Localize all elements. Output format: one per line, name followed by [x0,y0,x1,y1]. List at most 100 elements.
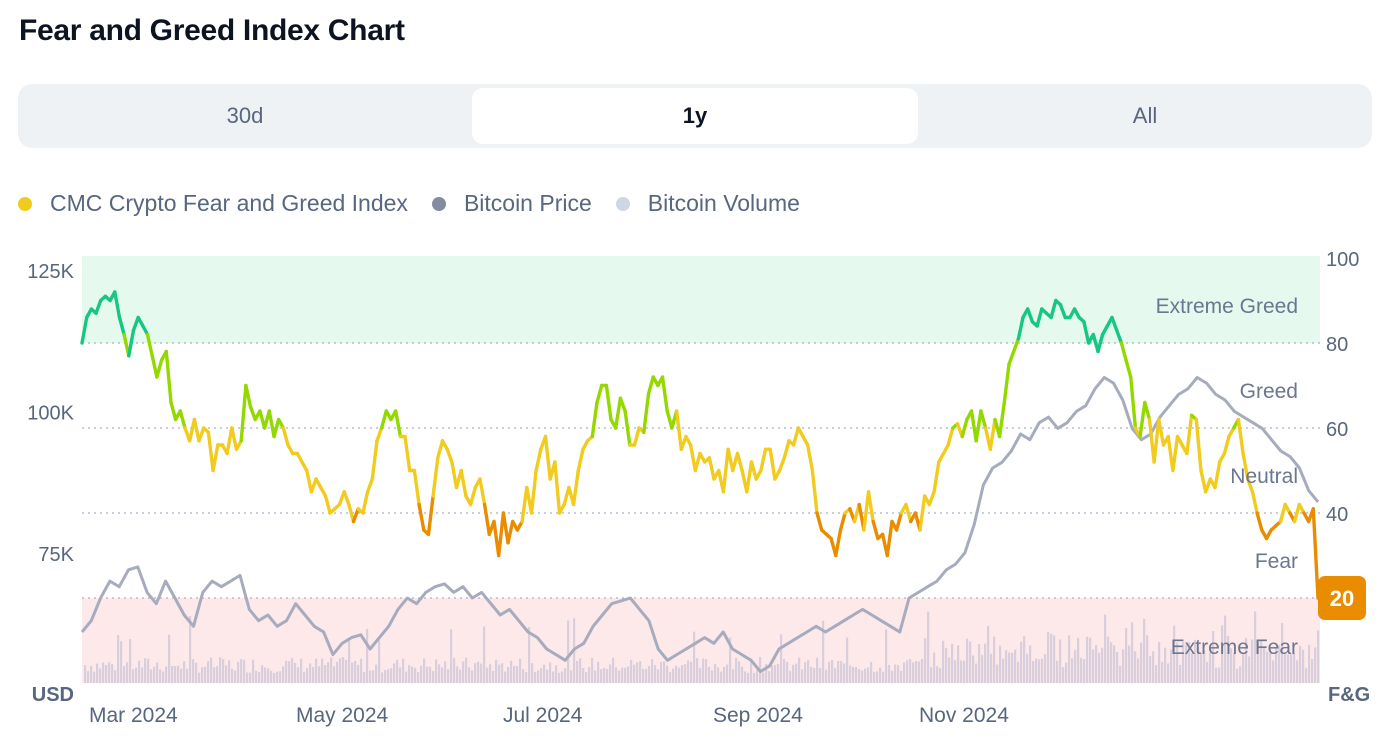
volume-bar [999,645,1002,683]
volume-bar [510,660,513,683]
volume-bar [201,667,204,683]
volume-bar [1230,648,1233,683]
volume-bar [504,671,507,683]
volume-bar [690,661,693,683]
volume-bar [783,658,786,683]
x-axis-tick: Sep 2024 [713,704,803,727]
volume-bar [345,659,348,683]
volume-bar [660,661,663,683]
legend-item-fear-greed[interactable]: CMC Crypto Fear and Greed Index [18,190,408,217]
fear-greed-segment [230,426,239,451]
fear-greed-segment [1114,328,1124,345]
volume-bar [729,637,732,683]
fear-greed-segment [862,490,871,532]
fear-greed-segment [192,417,201,443]
volume-bar [426,666,429,683]
volume-bar [258,672,261,683]
fear-greed-segment [164,349,173,405]
volume-bar [789,670,792,683]
volume-bar [1290,653,1293,683]
volume-bar [105,665,108,683]
volume-bar [477,661,480,683]
fear-greed-segment [749,460,758,481]
volume-bar [153,666,156,683]
volume-bar [837,660,840,683]
volume-bar [750,659,753,683]
volume-bar [366,629,369,683]
volume-bar [1044,654,1047,683]
volume-bar [219,657,222,683]
fear-greed-segment [553,460,562,515]
volume-bar [846,637,849,683]
volume-bar [672,668,675,683]
fear-greed-segment [342,490,351,507]
volume-bar [879,667,882,683]
extreme-greed-zone [82,256,1320,343]
volume-bar [150,669,153,683]
volume-bar [711,670,714,683]
volume-bar [897,665,900,683]
volume-bar [744,671,747,683]
fear-greed-segment [918,494,927,532]
volume-bar [987,625,990,683]
fear-greed-segment [1241,451,1250,481]
volume-bar [1284,652,1287,683]
fear-greed-segment [375,426,384,443]
volume-bar [1053,635,1056,683]
tab-30d[interactable]: 30d [226,103,264,128]
volume-bar [891,670,894,683]
tab-1y[interactable]: 1y [472,88,918,144]
legend-item-bitcoin-volume[interactable]: Bitcoin Volume [615,190,800,217]
volume-bar [465,657,468,683]
fear-greed-segment [1185,413,1194,456]
volume-bar [315,658,318,683]
volume-bar [210,657,213,683]
fear-greed-segment [1222,434,1231,456]
tab-all[interactable]: All [1132,103,1158,128]
legend-item-bitcoin-price[interactable]: Bitcoin Price [431,190,592,217]
volume-bar [156,662,159,683]
volume-bar [306,668,309,683]
fear-greed-segment [688,443,697,473]
volume-bar [1236,668,1239,683]
fear-greed-segment [1171,434,1180,473]
volume-bar [747,672,750,683]
fear-greed-segment [403,434,412,473]
fear-greed-segment [506,519,515,545]
bitcoin-price-line [80,376,1320,674]
volume-bar [780,634,783,683]
volume-bar [786,661,789,683]
fear-greed-segment [1157,417,1166,447]
volume-bar [777,663,780,683]
volume-bar [534,672,537,683]
volume-bar [1092,649,1095,683]
fear-greed-segment [351,507,360,524]
fear-greed-segment [272,417,281,439]
volume-bar [585,671,588,683]
fear-greed-segment [482,502,491,536]
volume-bar [498,664,501,683]
volume-bar [1113,645,1116,683]
volume-bar [654,665,657,683]
volume-bar [246,672,249,683]
volume-bar [1206,661,1209,683]
volume-bar [678,667,681,683]
volume-bar [972,655,975,683]
volume-bar [1176,642,1179,683]
volume-bar [702,658,705,683]
fear-greed-segment [674,409,683,451]
fear-greed-segment [117,315,126,337]
volume-bar [96,663,99,683]
zone-label: Fear [1255,550,1298,573]
volume-bar [1314,647,1317,683]
volume-bar [375,664,378,683]
current-value-badge [1318,576,1366,620]
volume-bar [1128,645,1131,683]
volume-bar [1002,658,1005,683]
fear-greed-segment [646,375,655,396]
fear-greed-segment [127,328,136,358]
fear-greed-segment [1007,349,1016,366]
fear-greed-segment [618,396,627,413]
volume-bar [117,634,120,683]
